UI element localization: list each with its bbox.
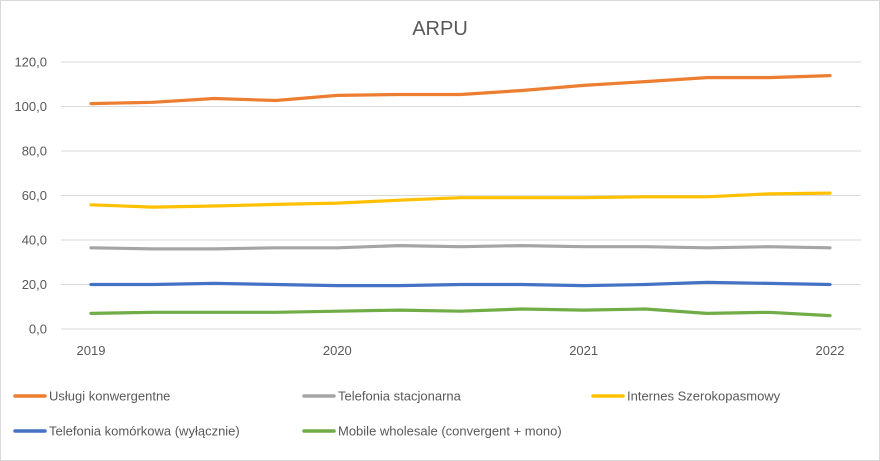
y-tick-label: 100,0 <box>14 99 47 114</box>
series-line-1 <box>89 73 832 106</box>
x-tick-label: 2022 <box>816 343 845 358</box>
x-axis-tick-labels: 2019 2020 2021 2022 <box>77 343 845 358</box>
legend-label: Usługi konwergentne <box>49 389 170 404</box>
y-tick-label: 40,0 <box>22 233 47 248</box>
y-tick-label: 60,0 <box>22 188 47 203</box>
y-tick-label: 0,0 <box>29 322 47 337</box>
legend: Usługi konwergentne Telefonia stacjonarna… <box>13 389 781 439</box>
x-tick-label: 2021 <box>569 343 598 358</box>
legend-label: Telefonia komórkowa (wyłącznie) <box>49 424 240 439</box>
y-tick-label: 80,0 <box>22 144 47 159</box>
series-lines <box>89 73 832 318</box>
y-tick-label: 120,0 <box>14 55 47 70</box>
legend-label: Telefonia stacjonarna <box>338 389 462 404</box>
x-tick-label: 2019 <box>77 343 106 358</box>
series-line-5 <box>89 307 832 318</box>
series-line-4 <box>89 280 832 288</box>
y-tick-label: 20,0 <box>22 277 47 292</box>
series-line-2 <box>89 244 832 251</box>
x-tick-label: 2020 <box>323 343 352 358</box>
chart-title: ARPU <box>412 18 468 40</box>
legend-label: Mobile wholesale (convergent + mono) <box>338 424 562 439</box>
legend-label: Internes Szerokopasmowy <box>627 389 781 404</box>
y-axis-tick-labels: 0,0 20,0 40,0 60,0 80,0 100,0 120,0 <box>14 55 47 337</box>
series-line-3 <box>89 191 832 209</box>
